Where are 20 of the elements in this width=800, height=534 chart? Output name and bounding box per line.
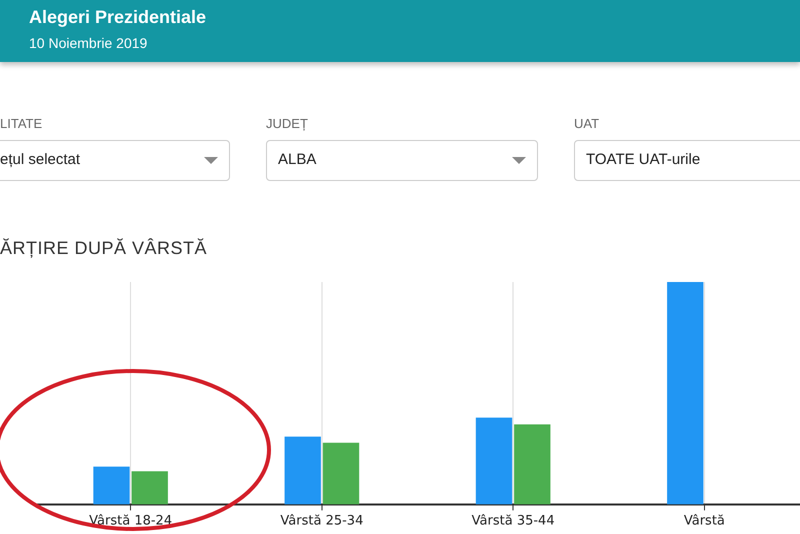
text: ALBA bbox=[278, 151, 316, 168]
bar bbox=[514, 424, 550, 504]
text: UAT bbox=[574, 116, 600, 131]
text: ĂRȚIRE DUPĂ VÂRSTĂ bbox=[0, 238, 208, 259]
x-tick-label: Vârstă 18-24 bbox=[89, 514, 172, 529]
bar bbox=[322, 442, 360, 504]
chart-subtitle: 10 Noiembrie 2019 bbox=[29, 35, 148, 51]
chart-title: Alegeri Prezidentiale bbox=[29, 7, 206, 28]
text: LITATE bbox=[0, 116, 42, 131]
text: TOATE UAT-urile bbox=[586, 151, 700, 168]
text: JUDEȚ bbox=[266, 116, 308, 131]
bar bbox=[476, 418, 512, 504]
x-tick-label: Vârstă 35-44 bbox=[472, 514, 555, 529]
x-tick-label: Vârstă 25-34 bbox=[280, 514, 364, 529]
bar bbox=[132, 471, 168, 504]
bar bbox=[667, 282, 704, 504]
text: ețul selectat bbox=[0, 151, 80, 168]
x-tick-label: Vârstă bbox=[684, 514, 725, 529]
bar bbox=[93, 466, 130, 504]
bar bbox=[284, 436, 321, 504]
